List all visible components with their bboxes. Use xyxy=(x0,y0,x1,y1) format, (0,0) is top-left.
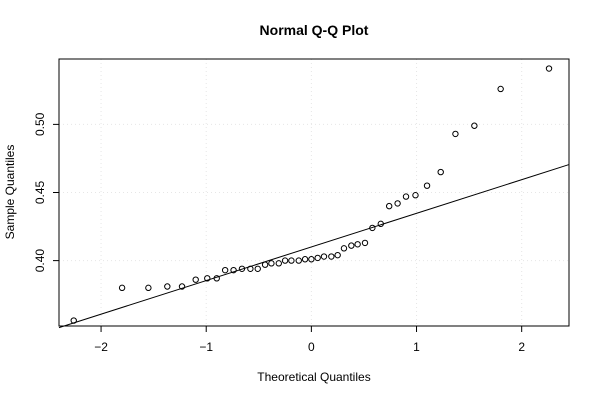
data-point xyxy=(320,253,328,260)
data-point xyxy=(118,284,126,292)
y-axis: 0.40 0.45 0.50 xyxy=(33,112,59,272)
data-point xyxy=(192,276,199,283)
data-point xyxy=(497,85,504,93)
y-tick-label: 0.50 xyxy=(33,112,47,136)
data-point xyxy=(164,283,171,290)
y-tick-label: 0.40 xyxy=(33,249,47,273)
reference-line-group xyxy=(58,164,570,329)
data-point xyxy=(471,122,478,129)
x-tick-label: 2 xyxy=(518,340,525,354)
x-tick-label: 1 xyxy=(413,340,420,354)
data-point xyxy=(437,168,444,176)
data-point xyxy=(354,241,361,248)
data-point xyxy=(394,200,401,207)
chart-title: Normal Q-Q Plot xyxy=(260,22,369,38)
x-tick-label: −2 xyxy=(94,340,108,354)
data-point xyxy=(423,182,431,189)
data-points xyxy=(70,65,553,324)
data-point xyxy=(230,266,237,274)
data-point xyxy=(268,260,275,267)
plot-frame xyxy=(58,58,570,327)
data-point xyxy=(308,256,315,263)
data-point xyxy=(221,266,229,274)
data-point xyxy=(340,245,348,252)
data-point xyxy=(412,192,419,199)
data-point xyxy=(545,65,553,72)
data-point xyxy=(288,257,295,264)
reference-line xyxy=(58,164,570,329)
x-axis: −2 −1 0 1 2 xyxy=(94,326,525,354)
data-point xyxy=(385,202,393,210)
data-point xyxy=(348,242,355,249)
data-point xyxy=(145,284,152,292)
x-tick-label: 0 xyxy=(308,340,315,354)
data-point xyxy=(328,253,335,260)
y-tick-label: 0.45 xyxy=(33,180,47,204)
data-point xyxy=(254,265,261,272)
data-point xyxy=(204,275,211,282)
data-point xyxy=(178,283,186,290)
data-point xyxy=(361,239,369,247)
data-point xyxy=(402,193,410,200)
grid xyxy=(59,59,569,326)
data-point xyxy=(281,257,289,264)
x-axis-label: Theoretical Quantiles xyxy=(257,370,370,384)
x-tick-label: −1 xyxy=(199,340,213,354)
data-point xyxy=(452,130,459,138)
y-axis-label: Sample Quantiles xyxy=(3,145,17,240)
data-point xyxy=(301,256,309,263)
data-point xyxy=(314,254,321,262)
data-point xyxy=(275,260,282,267)
data-point xyxy=(334,251,341,259)
data-point xyxy=(295,257,302,264)
